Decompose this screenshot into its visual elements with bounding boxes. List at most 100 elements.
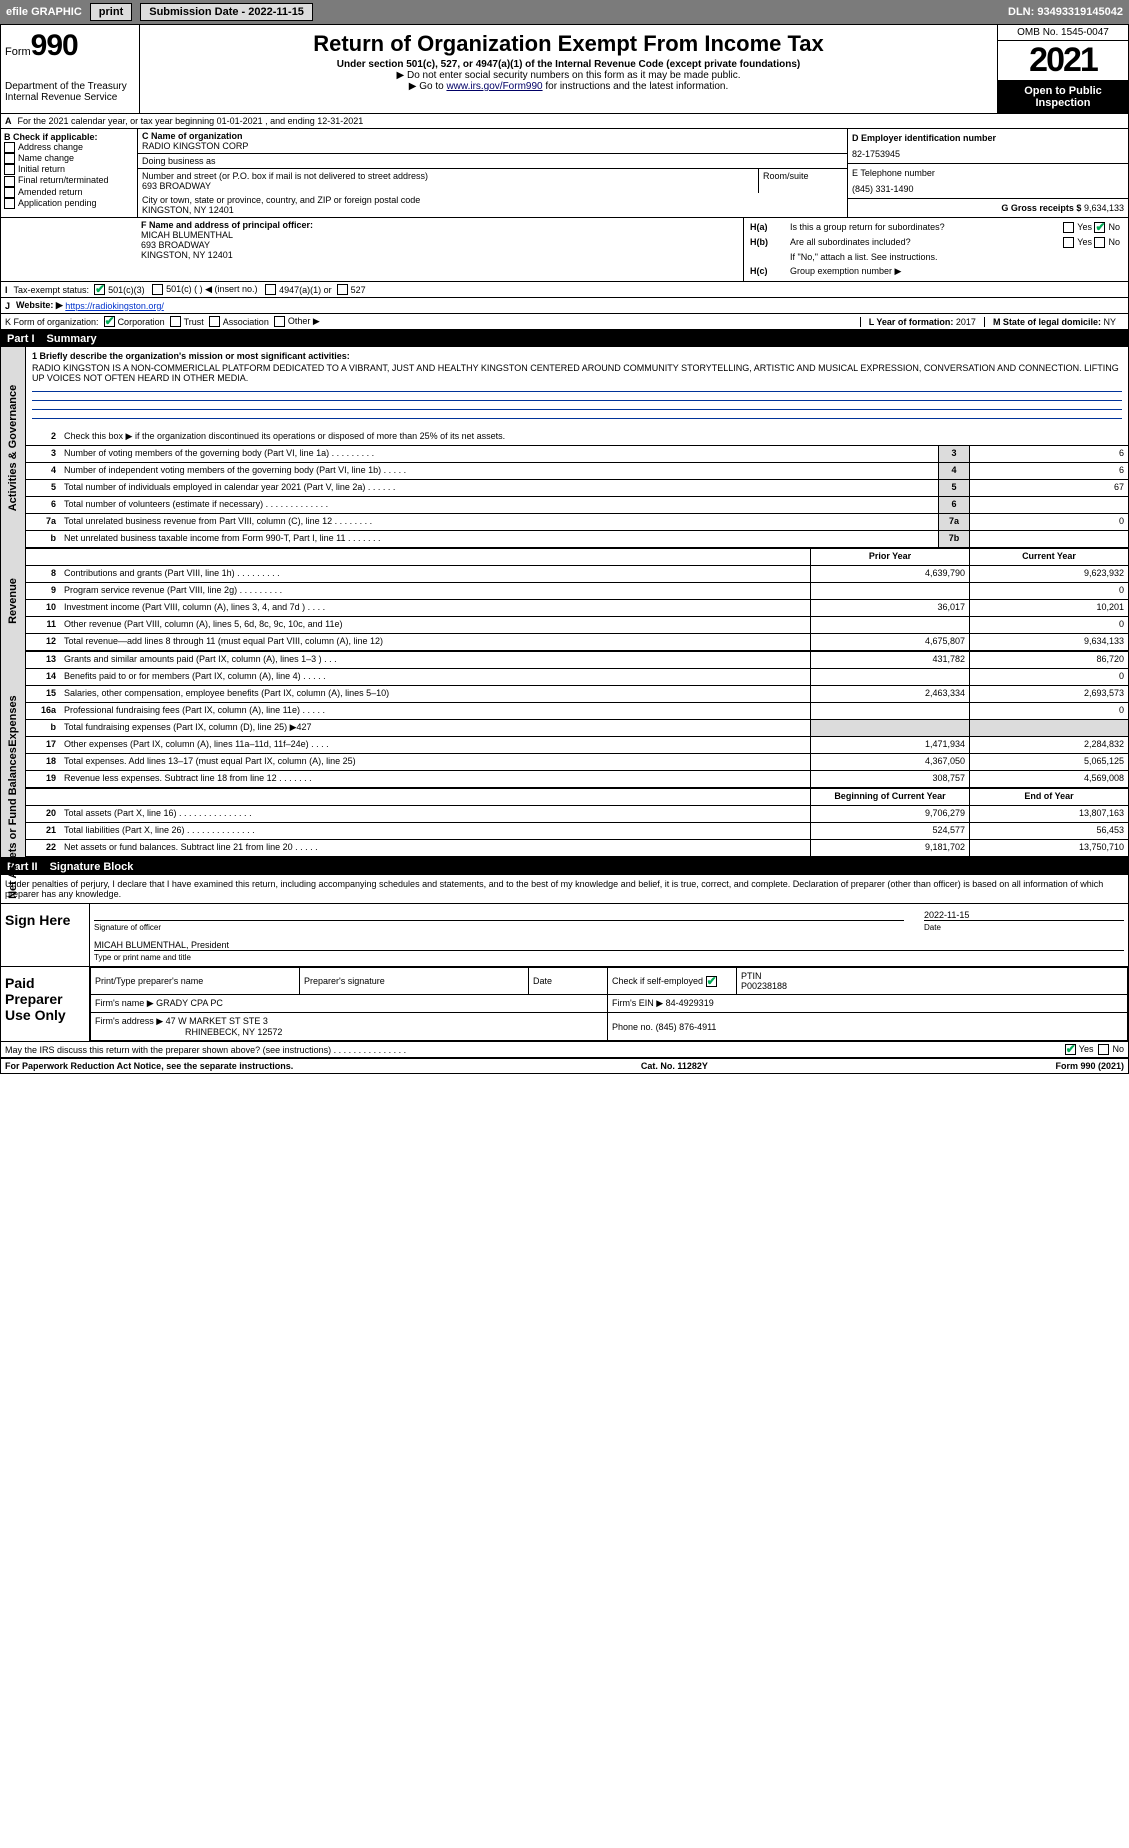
dept-label: Department of the Treasury	[5, 81, 135, 92]
checkbox-final-return[interactable]	[4, 176, 15, 187]
i-501c[interactable]	[152, 284, 163, 295]
k-assoc[interactable]	[209, 316, 220, 327]
topbar: efile GRAPHIC print Submission Date - 20…	[0, 0, 1129, 24]
side-rev: Revenue	[1, 549, 26, 652]
k-corp[interactable]	[104, 316, 115, 327]
table-row: 22Net assets or fund balances. Subtract …	[26, 840, 1128, 857]
i-527[interactable]	[337, 284, 348, 295]
line-i: I Tax-exempt status: 501(c)(3) 501(c) ( …	[1, 282, 1128, 298]
sig-name: MICAH BLUMENTHAL, President	[94, 940, 1124, 950]
p-sig-lbl: Preparer's signature	[300, 968, 529, 995]
net-assets: Net Assets or Fund Balances Beginning of…	[1, 789, 1128, 859]
sig-decl: Under penalties of perjury, I declare th…	[1, 875, 1128, 904]
ein-lbl: Firm's EIN ▶	[612, 998, 663, 1008]
hb-yes[interactable]	[1063, 237, 1074, 248]
sign-here-label: Sign Here	[1, 904, 90, 966]
ptin-lbl: PTIN	[741, 971, 762, 981]
col-b: B Check if applicable: Address change Na…	[1, 129, 138, 217]
c-name-label: C Name of organization	[142, 131, 843, 141]
section-b-c-d: B Check if applicable: Address change Na…	[1, 129, 1128, 218]
col-c: C Name of organization RADIO KINGSTON CO…	[138, 129, 847, 217]
c-name: RADIO KINGSTON CORP	[142, 141, 843, 151]
revenue: Revenue Prior YearCurrent Year 8Contribu…	[1, 549, 1128, 652]
line-a-text: For the 2021 calendar year, or tax year …	[18, 116, 364, 126]
header-left: Form990 Department of the Treasury Inter…	[1, 25, 140, 113]
submission-date-button[interactable]: Submission Date - 2022-11-15	[140, 3, 313, 21]
rev-hpy: Prior Year	[810, 549, 969, 565]
form-label: Form	[5, 46, 31, 58]
k-other[interactable]	[274, 316, 285, 327]
hc-text: Group exemption number ▶	[790, 266, 1126, 277]
j-label: Website: ▶	[16, 300, 63, 311]
table-row: 13Grants and similar amounts paid (Part …	[26, 652, 1128, 669]
checkbox-amended[interactable]	[4, 187, 15, 198]
website-link[interactable]: https://radiokingston.org/	[65, 301, 164, 311]
omb-number: OMB No. 1545-0047	[998, 25, 1128, 41]
table-row: 8Contributions and grants (Part VIII, li…	[26, 566, 1128, 583]
l-year: 2017	[956, 317, 976, 327]
section-f-h: F Name and address of principal officer:…	[1, 218, 1128, 282]
na-hpy: Beginning of Current Year	[810, 789, 969, 805]
k-trust[interactable]	[170, 316, 181, 327]
ha-yes[interactable]	[1063, 222, 1074, 233]
self-employed-check[interactable]	[706, 976, 717, 987]
checkbox-name-change[interactable]	[4, 153, 15, 164]
discuss-row: May the IRS discuss this return with the…	[1, 1042, 1128, 1059]
checkbox-pending[interactable]	[4, 198, 15, 209]
hb-no[interactable]	[1094, 237, 1105, 248]
g-label: G Gross receipts $	[1001, 203, 1081, 213]
i-label: Tax-exempt status:	[14, 285, 90, 295]
sig-name-label: Type or print name and title	[94, 953, 1124, 962]
signature-block: Under penalties of perjury, I declare th…	[1, 875, 1128, 1059]
phone-lbl: Phone no.	[612, 1022, 653, 1032]
f-name: MICAH BLUMENTHAL	[141, 230, 233, 240]
table-row: 20Total assets (Part X, line 16) . . . .…	[26, 806, 1128, 823]
discuss-yes[interactable]	[1065, 1044, 1076, 1055]
ag-l7b: Net unrelated business taxable income fr…	[60, 531, 938, 547]
ag-v7b	[969, 531, 1128, 547]
i-501c3[interactable]	[94, 284, 105, 295]
addr-lbl: Firm's address ▶	[95, 1016, 163, 1026]
irs-label: Internal Revenue Service	[5, 92, 135, 103]
side-ag: Activities & Governance	[1, 347, 26, 549]
line-j: J Website: ▶ https://radiokingston.org/	[1, 298, 1128, 314]
firm-lbl: Firm's name ▶	[95, 998, 154, 1008]
col-f: F Name and address of principal officer:…	[137, 218, 744, 281]
table-row: 17Other expenses (Part IX, column (A), l…	[26, 737, 1128, 754]
part1-t: Summary	[47, 333, 97, 345]
rev-hcy: Current Year	[969, 549, 1128, 565]
ein: 84-4929319	[666, 998, 714, 1008]
part2-t: Signature Block	[50, 861, 134, 873]
header-sub2: ▶ Do not enter social security numbers o…	[144, 70, 993, 81]
col-h: H(a) Is this a group return for subordin…	[744, 218, 1128, 281]
checkbox-initial-return[interactable]	[4, 164, 15, 175]
form-990: Form990 Department of the Treasury Inter…	[0, 24, 1129, 1074]
checkbox-address-change[interactable]	[4, 142, 15, 153]
hb-note: If "No," attach a list. See instructions…	[790, 252, 1126, 262]
e-phone: (845) 331-1490	[852, 184, 1124, 194]
table-row: 19Revenue less expenses. Subtract line 1…	[26, 771, 1128, 789]
table-row: 14Benefits paid to or for members (Part …	[26, 669, 1128, 686]
part2-header: Part II Signature Block	[1, 859, 1128, 875]
mission-q: 1 Briefly describe the organization's mi…	[32, 351, 1122, 361]
i-4947[interactable]	[265, 284, 276, 295]
header-sub3-post: for instructions and the latest informat…	[543, 81, 729, 92]
preparer-table: Print/Type preparer's name Preparer's si…	[90, 967, 1128, 1041]
form-number: 990	[31, 29, 78, 62]
discuss-no[interactable]	[1098, 1044, 1109, 1055]
activities-governance: Activities & Governance 1 Briefly descri…	[1, 347, 1128, 549]
expenses: Expenses 13Grants and similar amounts pa…	[1, 652, 1128, 789]
sig-date-label: Date	[924, 923, 1124, 932]
table-row: bTotal fundraising expenses (Part IX, co…	[26, 720, 1128, 737]
discuss-text: May the IRS discuss this return with the…	[5, 1045, 406, 1055]
ha-no[interactable]	[1094, 222, 1105, 233]
hb-text: Are all subordinates included?	[790, 237, 1040, 248]
b-label: B Check if applicable:	[4, 132, 134, 142]
irs-link[interactable]: www.irs.gov/Form990	[446, 81, 542, 92]
ag-l3: Number of voting members of the governin…	[60, 446, 938, 462]
header-sub3-pre: ▶ Go to	[409, 81, 447, 92]
print-button[interactable]: print	[90, 3, 132, 21]
ag-l7a: Total unrelated business revenue from Pa…	[60, 514, 938, 530]
part1-header: Part I Summary	[1, 331, 1128, 347]
table-row: 15Salaries, other compensation, employee…	[26, 686, 1128, 703]
